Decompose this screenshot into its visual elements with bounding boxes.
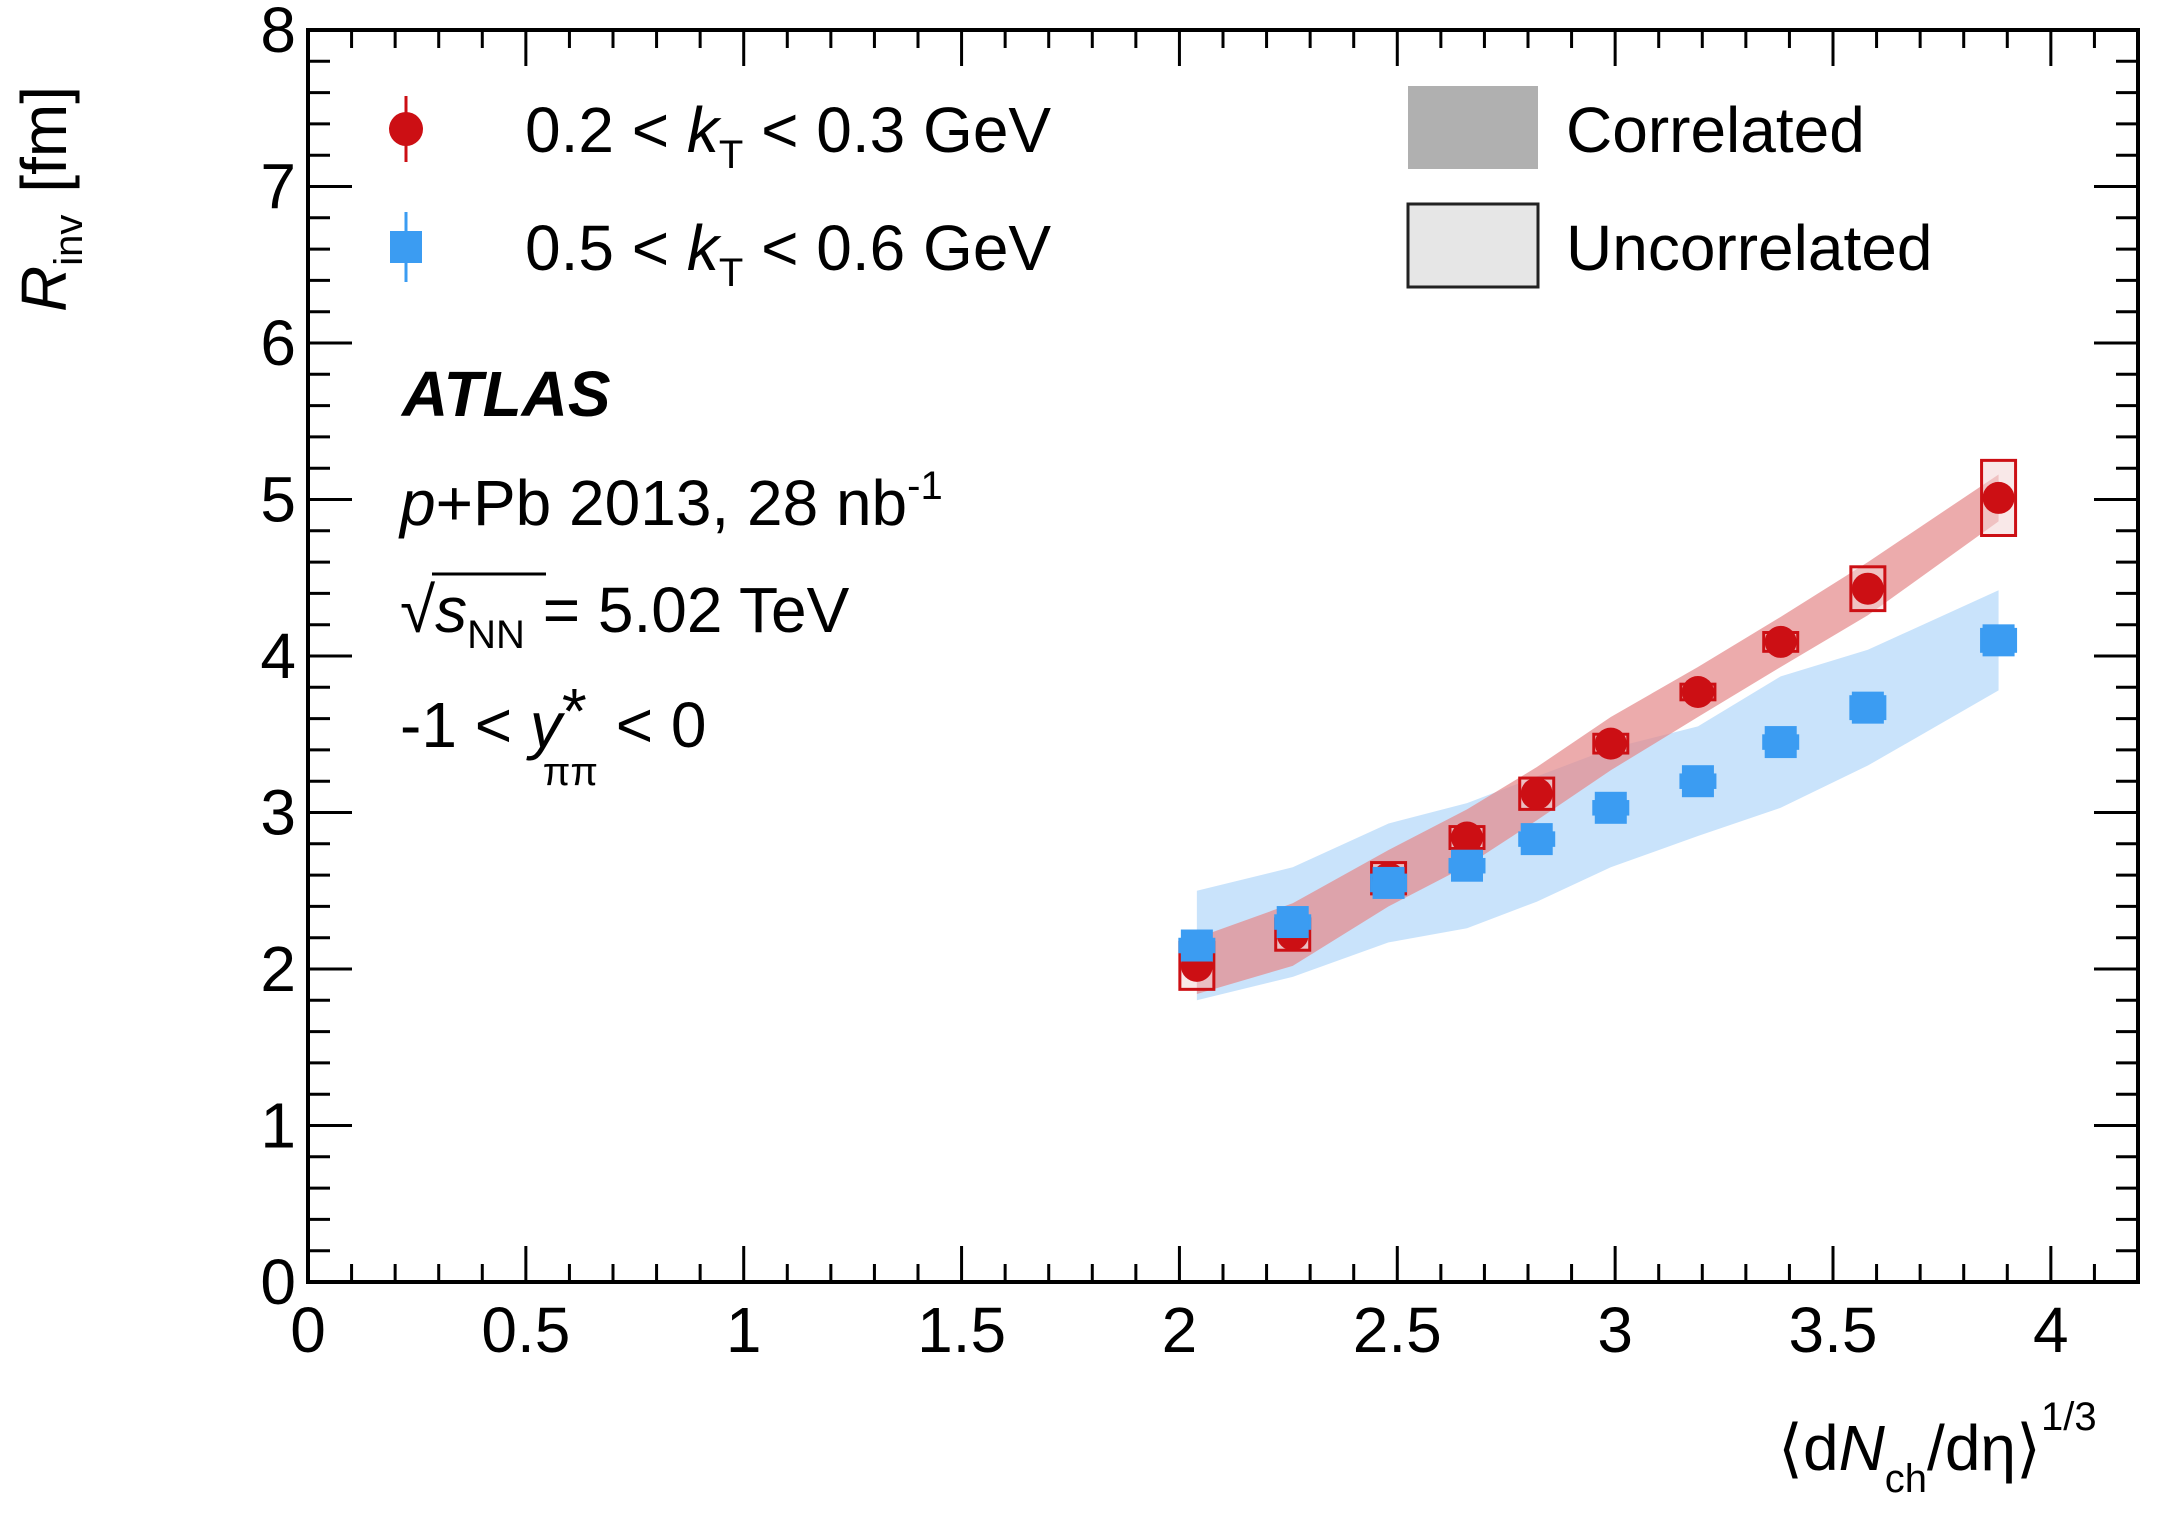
- data-point-series-1: [1982, 481, 2015, 514]
- y-tick-label: 7: [260, 151, 296, 223]
- y-axis-title: Rinv[fm]: [8, 86, 91, 312]
- data-point-series-2: [1372, 866, 1405, 899]
- x-tick-label: 2.5: [1353, 1294, 1442, 1366]
- y-tick-label: 1: [260, 1090, 296, 1162]
- x-tick-label: 4: [2033, 1294, 2069, 1366]
- y-tick-label: 5: [260, 464, 296, 536]
- data-point-series-2: [1764, 726, 1797, 759]
- y-tick-label: 8: [260, 0, 296, 66]
- axis-ticks: [306, 28, 2140, 1284]
- x-tick-label: 0.5: [481, 1294, 570, 1366]
- rapidity-label: -1 < y* ππ < 0: [400, 675, 706, 794]
- x-tick-label: 0: [290, 1294, 326, 1366]
- energy-text: √sNN = 5.02 TeV: [400, 574, 850, 657]
- legend-label-uncorrelated: Uncorrelated: [1566, 212, 1932, 284]
- y-tick-label: 6: [260, 307, 296, 379]
- data-point-series-2: [1982, 624, 2015, 657]
- legend-marker-series-1: [389, 112, 423, 146]
- x-axis-title: ⟨dNch/dη⟩1/3: [1778, 1395, 2097, 1501]
- legend-label-series-2: 0.5 < kT < 0.6 GeV: [525, 212, 1051, 295]
- data-point-series-2: [1180, 929, 1213, 962]
- x-tick-label: 1: [726, 1294, 762, 1366]
- legend-label-correlated: Correlated: [1566, 94, 1865, 166]
- data-point-series-1: [1520, 777, 1553, 810]
- x-tick-label: 1.5: [917, 1294, 1006, 1366]
- data-point-series-2: [1594, 791, 1627, 824]
- data-point-series-1: [1451, 821, 1483, 854]
- x-tick-label: 3.5: [1789, 1294, 1878, 1366]
- data-point-series-2: [1520, 823, 1553, 856]
- data-point-series-1: [1594, 727, 1627, 760]
- legend-label-series-1: 0.2 < kT < 0.3 GeV: [525, 94, 1051, 177]
- y-tick-label: 4: [260, 620, 296, 692]
- y-tick-label: 2: [260, 933, 296, 1005]
- data-point-series-1: [1681, 675, 1714, 708]
- data-point-series-1: [1764, 625, 1797, 658]
- legend-swatch-uncorrelated: [1406, 202, 1540, 289]
- y-tick-label: 0: [260, 1246, 296, 1318]
- data-point-series-1: [1851, 572, 1884, 605]
- data-point-series-2: [1276, 906, 1309, 939]
- atlas-label: ATLAS: [400, 358, 611, 430]
- data-point-series-2: [1681, 765, 1714, 798]
- x-tick-label: 2: [1162, 1294, 1198, 1366]
- energy-label: √sNN = 5.02 TeV: [400, 572, 850, 657]
- y-tick-label: 3: [260, 777, 296, 849]
- data-point-series-2: [1851, 691, 1884, 724]
- legend-marker-series-2: [390, 231, 422, 263]
- legend-swatch-correlated: [1408, 86, 1538, 169]
- dataset-label: p+Pb 2013, 28 nb-1: [398, 464, 943, 539]
- tick-labels: 0 0.5 1 1.5 2 2.5 3 3.5 4 0 1 2 3 4 5 6 7 8: [260, 0, 2068, 1366]
- data-point-series-2: [1451, 849, 1483, 882]
- data-markers: [1180, 481, 2015, 982]
- x-tick-label: 3: [1597, 1294, 1633, 1366]
- legend: 0.2 < kT < 0.3 GeV 0.5 < kT < 0.6 GeV Co…: [389, 86, 1932, 295]
